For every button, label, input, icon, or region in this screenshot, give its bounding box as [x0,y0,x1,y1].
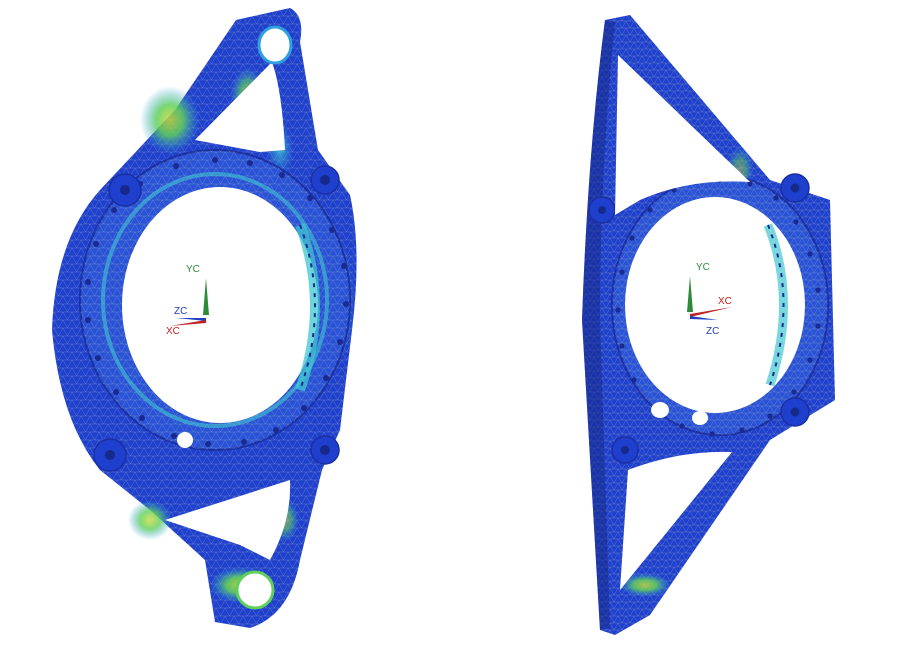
triad-label-x: XC [718,296,732,307]
central-bore [122,187,318,423]
bracket-model-isometric[interactable]: YC ZC XC [0,0,450,650]
bracket-model-rotated[interactable]: YC XC ZC [450,0,900,650]
bottom-hole [235,570,275,610]
top-cutout [615,55,750,215]
top-cutout [195,62,285,152]
central-bore [625,197,805,413]
bolt-holes [85,157,349,447]
triad-label-y: YC [696,262,710,273]
top-hole [257,25,293,65]
fea-viewport-left[interactable]: YC ZC XC [0,0,450,650]
triad-label-z: ZC [706,326,719,337]
triad-label-y: YC [186,264,200,275]
bottom-cutout [165,480,291,560]
coordinate-triad: YC ZC XC [166,264,209,337]
bottom-cutout [620,451,732,590]
triad-label-z: ZC [174,306,187,317]
mounting-lugs [588,173,810,464]
bolt-holes [615,177,821,437]
coordinate-triad: YC XC ZC [687,262,732,337]
triad-label-x: XC [166,326,180,337]
fea-viewport-right[interactable]: YC XC ZC [450,0,900,650]
